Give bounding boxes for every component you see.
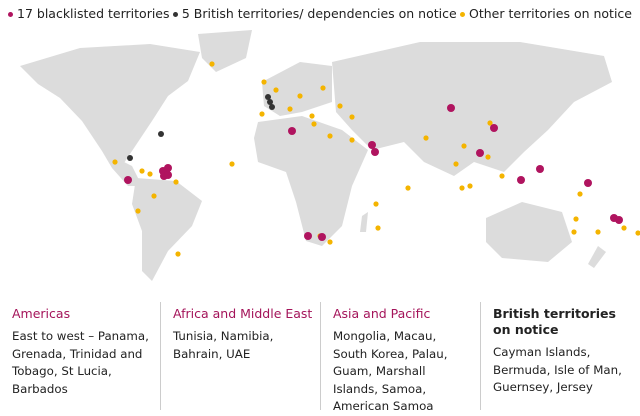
territory-marker (135, 208, 141, 214)
region-text: South Korea, Palau, (332, 346, 448, 361)
territory-marker (151, 193, 157, 199)
territory-marker (490, 124, 498, 132)
territory-marker (621, 225, 627, 231)
region-column: Africa and Middle East Tunisia, Namibia, B… (159, 302, 320, 410)
region-title: Africa and Middle East (172, 306, 313, 321)
territory-marker (318, 233, 326, 241)
territory-marker (349, 137, 355, 143)
territory-marker (327, 239, 333, 245)
legend: 17 blacklisted territories 5 British ter… (8, 6, 632, 21)
markers (112, 61, 640, 257)
territory-marker (273, 87, 279, 93)
territory-marker (373, 201, 379, 207)
region-columns: Americas East to west – Panama, Grenada, T… (0, 302, 640, 413)
territory-marker (124, 176, 132, 184)
territory-marker (259, 111, 265, 117)
territory-marker (173, 179, 179, 185)
region-text: East to west – Panama, (12, 329, 149, 343)
legend-label: Other territories on notice (469, 6, 632, 21)
region-text: American Samoa (332, 399, 434, 413)
territory-marker (423, 135, 429, 141)
region-text: Guam, Marshall (332, 364, 426, 378)
territory-marker (147, 171, 153, 177)
territory-marker (499, 173, 505, 179)
continents (20, 30, 612, 281)
territory-marker (261, 79, 267, 85)
territory-marker (571, 229, 577, 235)
region-text: Cayman Islands, (492, 345, 591, 359)
territory-marker (536, 165, 544, 173)
territory-marker (209, 61, 215, 67)
territory-marker (368, 141, 376, 149)
territory-marker (595, 229, 601, 235)
territory-marker (139, 168, 145, 174)
legend-label: 5 British territories/ dependencies on n… (181, 6, 457, 21)
region-text: Mongolia, Macau, (332, 329, 437, 343)
region-text: Tobago, St Lucia, (12, 364, 112, 378)
territory-marker (487, 120, 493, 126)
territory-marker (297, 93, 303, 99)
legend-label: 17 blacklisted territories (17, 6, 170, 21)
territory-marker (584, 179, 592, 187)
region-text: Barbados (12, 381, 68, 396)
region-text: Grenada, Trinidad and (12, 346, 143, 361)
territory-marker (265, 94, 271, 100)
region-text: Islands, Samoa, (332, 381, 427, 396)
region-column: Asia and Pacific Mongolia, Macau, South Ko… (319, 302, 480, 413)
territory-marker (320, 85, 326, 91)
territory-marker (375, 225, 381, 231)
territory-marker (459, 185, 465, 191)
territory-marker (349, 114, 355, 120)
territory-marker (635, 230, 640, 236)
territory-marker (309, 113, 315, 119)
territory-marker (337, 103, 343, 109)
legend-item: Other territories on notice (460, 6, 632, 21)
territory-marker (229, 161, 235, 167)
territory-marker (405, 185, 411, 191)
territory-marker (577, 191, 583, 197)
region-title-line: British territories (492, 306, 616, 321)
region-text: Bahrain, UAE (172, 346, 251, 361)
territory-marker (573, 216, 579, 222)
territory-marker (127, 155, 133, 161)
world-map (20, 30, 640, 281)
region-title: British territories on notice (493, 306, 634, 338)
territory-marker (164, 171, 172, 179)
territory-marker (615, 216, 623, 224)
territory-marker (267, 99, 273, 105)
territory-marker (371, 148, 379, 156)
region-column: British territories on notice Cayman Islan… (479, 302, 640, 410)
territory-marker (485, 154, 491, 160)
region-text: Bermuda, Isle of Man, (492, 362, 622, 377)
territory-marker (453, 161, 459, 167)
territory-marker (447, 104, 455, 112)
territory-marker (476, 149, 484, 157)
territory-marker (288, 127, 296, 135)
region-text: Tunisia, Namibia, (172, 329, 274, 343)
territory-marker (112, 159, 118, 165)
legend-item: 5 British territories/ dependencies on n… (172, 6, 457, 21)
territory-marker (269, 104, 275, 110)
territory-marker (517, 176, 525, 184)
region-column: Americas East to west – Panama, Grenada, T… (0, 302, 160, 410)
region-text: Guernsey, Jersey (492, 380, 593, 394)
territory-marker (304, 232, 312, 240)
territory-marker (175, 251, 181, 257)
territory-marker (467, 183, 473, 189)
territory-marker (327, 133, 333, 139)
territory-marker (461, 143, 467, 149)
territory-marker (311, 121, 317, 127)
territory-marker (158, 131, 164, 137)
legend-item: 17 blacklisted territories (8, 6, 170, 21)
region-title: Americas (12, 306, 71, 321)
territory-marker (287, 106, 293, 112)
region-title-line: on notice (492, 322, 559, 337)
territory-marker (164, 164, 172, 172)
region-title: Asia and Pacific (332, 306, 431, 321)
